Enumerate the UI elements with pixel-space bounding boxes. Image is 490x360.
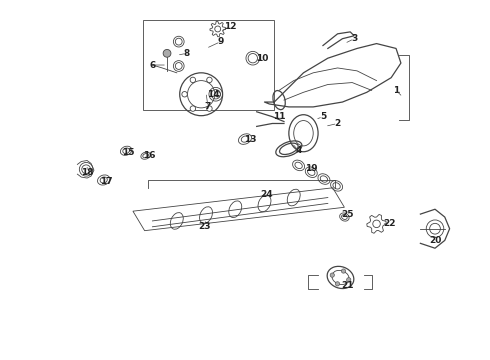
Text: 14: 14 <box>207 90 220 99</box>
Text: 12: 12 <box>224 22 237 31</box>
Text: 21: 21 <box>341 281 354 290</box>
Text: 15: 15 <box>122 148 134 157</box>
Circle shape <box>335 282 340 286</box>
Circle shape <box>346 278 351 282</box>
Text: 8: 8 <box>183 49 190 58</box>
Text: 17: 17 <box>100 177 113 186</box>
Text: 24: 24 <box>260 190 273 199</box>
Text: 22: 22 <box>383 219 395 228</box>
Text: 25: 25 <box>341 210 354 219</box>
Text: 4: 4 <box>295 146 302 155</box>
Circle shape <box>207 106 212 111</box>
Circle shape <box>190 106 196 111</box>
Text: 6: 6 <box>149 60 155 69</box>
Circle shape <box>163 49 171 57</box>
Circle shape <box>330 273 334 277</box>
Text: 11: 11 <box>273 112 285 121</box>
Text: 5: 5 <box>320 112 326 121</box>
Circle shape <box>182 91 187 97</box>
Text: 13: 13 <box>244 135 256 144</box>
Circle shape <box>215 91 221 97</box>
Text: 3: 3 <box>351 34 357 43</box>
Text: 2: 2 <box>335 119 341 128</box>
Text: 19: 19 <box>305 164 318 173</box>
Bar <box>143 20 274 110</box>
Text: 1: 1 <box>393 86 399 95</box>
Circle shape <box>207 77 212 83</box>
Text: 10: 10 <box>256 54 269 63</box>
Text: 9: 9 <box>218 37 224 46</box>
Text: 20: 20 <box>429 236 441 245</box>
Text: 7: 7 <box>205 102 211 111</box>
Text: 16: 16 <box>143 151 156 160</box>
Circle shape <box>190 77 196 83</box>
Text: 23: 23 <box>198 222 210 231</box>
Text: 18: 18 <box>81 168 94 177</box>
Circle shape <box>342 269 345 273</box>
